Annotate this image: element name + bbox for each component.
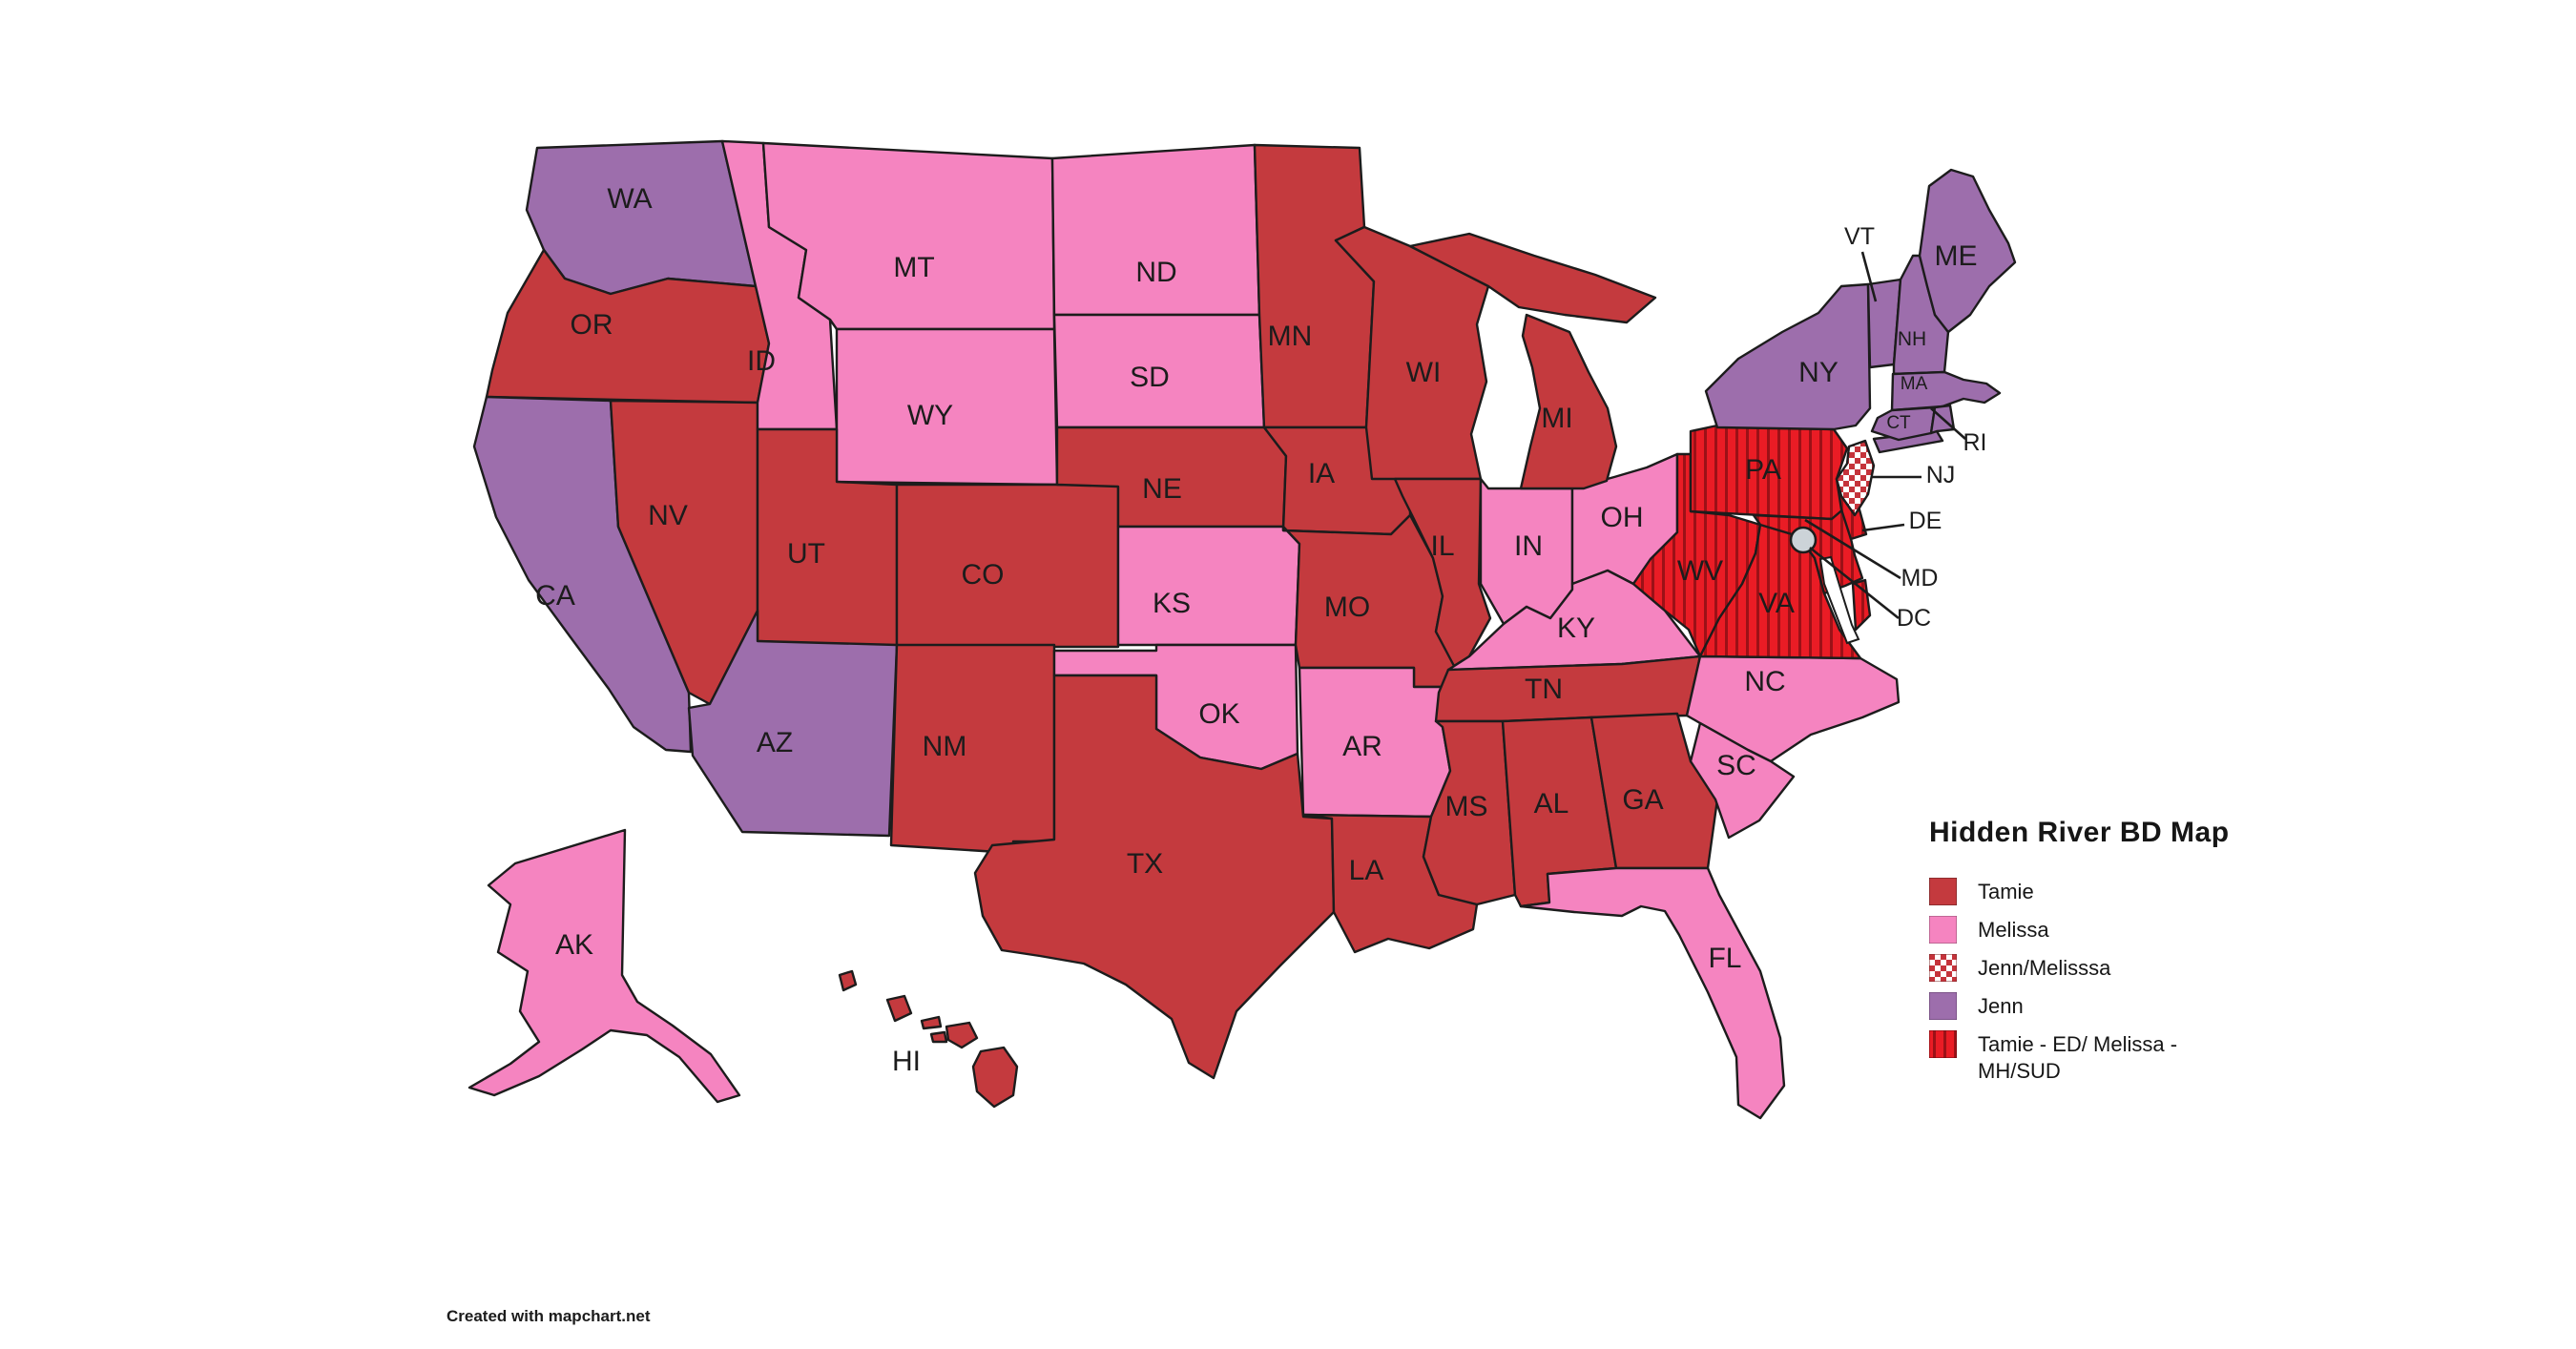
state-label-pa: PA	[1745, 454, 1781, 486]
callout-line-vt	[1860, 251, 1878, 302]
callout-line-md	[1804, 518, 1901, 580]
state-label-mt: MT	[893, 252, 934, 283]
legend-label: Jenn	[1978, 994, 2024, 1018]
state-label-mn: MN	[1268, 321, 1313, 352]
state-label-in: IN	[1514, 530, 1543, 562]
state-label-nv: NV	[648, 500, 688, 531]
state-arizona[interactable]	[687, 609, 899, 838]
state-label-nd: ND	[1135, 257, 1176, 288]
legend-label: Jenn/Melisssa	[1978, 956, 2111, 980]
legend-swatch-tamie	[1929, 878, 1957, 905]
state-texas[interactable]	[973, 674, 1336, 1080]
state-label-ms: MS	[1445, 791, 1488, 822]
state-label-co: CO	[962, 559, 1005, 591]
legend-item-jenn: Jenn	[1929, 992, 2244, 1020]
legend-swatch-jenn	[1929, 992, 1957, 1020]
state-labels: WA OR CA NV ID MT WY UT CO AZ NM ND SD NE KS OK TX MN IA MO…	[535, 183, 1986, 1077]
state-label-nm: NM	[923, 731, 967, 762]
state-label-ut: UT	[787, 538, 825, 570]
state-label-id: ID	[747, 345, 776, 377]
callout-label-md: MD	[1901, 565, 1939, 591]
state-label-ma: MA	[1901, 374, 1928, 394]
state-label-mo: MO	[1324, 591, 1370, 623]
state-label-oh: OH	[1601, 502, 1644, 533]
state-montana[interactable]	[761, 141, 1056, 331]
state-label-fl: FL	[1708, 943, 1741, 974]
callout-label-de: DE	[1909, 508, 1942, 534]
state-new-jersey[interactable]	[1835, 439, 1876, 517]
state-michigan[interactable]	[1408, 232, 1657, 490]
state-label-ny: NY	[1798, 357, 1839, 388]
state-label-wi: WI	[1406, 357, 1442, 388]
state-label-az: AZ	[757, 727, 793, 758]
state-label-ga: GA	[1622, 784, 1663, 816]
state-label-ky: KY	[1557, 612, 1595, 644]
state-label-ks: KS	[1153, 588, 1191, 619]
credit-text: Created with mapchart.net	[447, 1307, 651, 1325]
state-label-tx: TX	[1127, 848, 1163, 880]
legend-item-melissa: Melissa	[1929, 916, 2244, 944]
map-title: Hidden River BD Map	[1929, 817, 2230, 848]
legend-item-jenn-melissa: Jenn/Melisssa	[1929, 954, 2244, 982]
callout-label-ri: RI	[1963, 429, 1987, 456]
legend-swatch-checker	[1929, 954, 1957, 982]
state-label-ak: AK	[555, 929, 593, 961]
state-colorado[interactable]	[895, 483, 1120, 649]
legend-swatch-melissa	[1929, 916, 1957, 944]
legend-label: Melissa	[1978, 918, 2049, 942]
state-label-wa: WA	[607, 183, 652, 215]
legend-label: Tamie - ED/ Melissa - MH/SUD	[1978, 1032, 2178, 1083]
callout-lines	[1804, 251, 1966, 620]
state-alaska[interactable]	[467, 828, 741, 1104]
state-label-al: AL	[1534, 788, 1569, 820]
state-label-me: ME	[1935, 240, 1978, 272]
state-maine[interactable]	[1918, 168, 2017, 334]
state-label-tn: TN	[1525, 674, 1563, 705]
state-north-carolina[interactable]	[1685, 654, 1901, 763]
callout-line-de	[1861, 523, 1905, 532]
state-new-mexico[interactable]	[889, 643, 1056, 855]
state-label-sd: SD	[1130, 362, 1170, 393]
callout-line-ri	[1930, 407, 1966, 440]
state-label-mi: MI	[1541, 403, 1572, 434]
state-kansas[interactable]	[1116, 525, 1301, 647]
state-label-ct: CT	[1886, 413, 1911, 433]
state-wisconsin[interactable]	[1334, 225, 1490, 481]
callout-line-dc	[1809, 546, 1900, 620]
state-label-la: LA	[1349, 855, 1384, 886]
state-label-nh: NH	[1898, 328, 1926, 350]
state-label-wy: WY	[907, 400, 953, 431]
callout-label-nj: NJ	[1926, 462, 1956, 488]
state-south-carolina[interactable]	[1689, 721, 1796, 840]
state-illinois[interactable]	[1393, 477, 1492, 668]
state-label-ne: NE	[1142, 473, 1182, 505]
legend: Hidden River BD Map Tamie Melissa Jenn/M…	[1929, 817, 2244, 1095]
legend-label: Tamie	[1978, 880, 2034, 903]
state-label-il: IL	[1430, 530, 1454, 562]
state-label-ca: CA	[535, 580, 575, 612]
legend-item-tamie: Tamie	[1929, 878, 2244, 905]
state-label-hi: HI	[892, 1046, 921, 1077]
state-label-wv: WV	[1677, 555, 1723, 587]
legend-swatch-stripes	[1929, 1030, 1957, 1058]
state-label-nc: NC	[1744, 666, 1785, 697]
state-hawaii[interactable]	[838, 969, 1019, 1109]
state-label-ok: OK	[1198, 698, 1239, 730]
state-florida[interactable]	[1519, 866, 1786, 1120]
state-washington[interactable]	[525, 139, 758, 296]
state-label-ia: IA	[1308, 458, 1335, 489]
state-label-ar: AR	[1342, 731, 1382, 762]
state-label-or: OR	[571, 309, 613, 341]
state-label-va: VA	[1758, 588, 1795, 619]
dc-marker[interactable]	[1789, 526, 1818, 554]
legend-item-tamie-ed-melissa: Tamie - ED/ Melissa - MH/SUD	[1929, 1030, 2244, 1085]
state-label-sc: SC	[1716, 750, 1756, 781]
callout-label-dc: DC	[1897, 605, 1931, 632]
state-north-dakota[interactable]	[1050, 143, 1261, 317]
state-minnesota[interactable]	[1253, 143, 1376, 429]
callout-label-vt: VT	[1844, 223, 1875, 250]
